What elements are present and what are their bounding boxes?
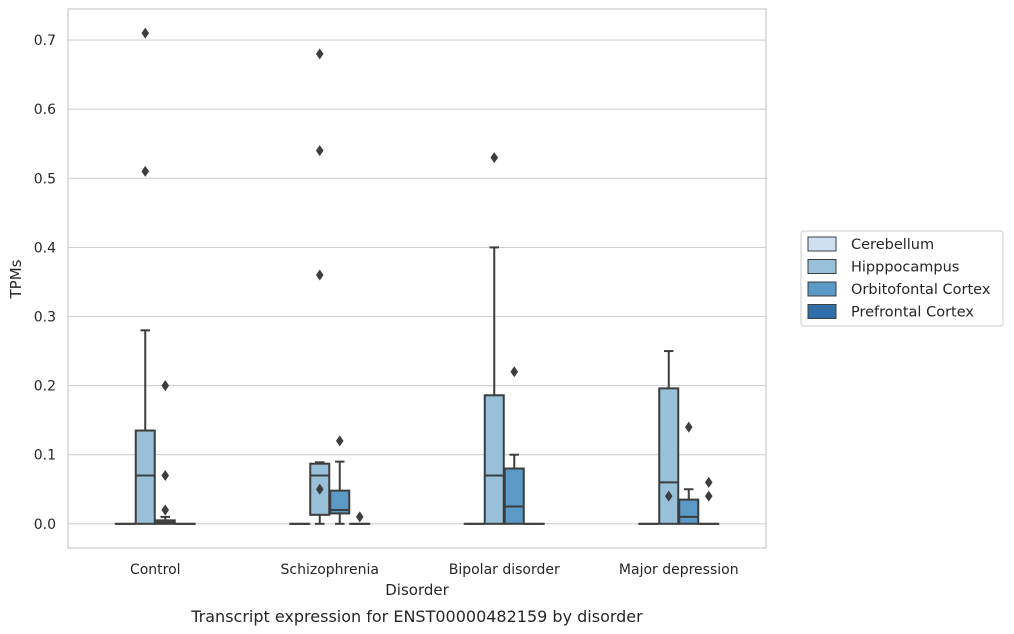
box-body — [483, 394, 505, 525]
x-axis-title: Disorder — [385, 581, 449, 599]
box-body — [658, 387, 680, 525]
x-tick-label: Major depression — [619, 562, 739, 578]
outlier-point — [161, 504, 170, 516]
x-axis-ticks: Control Schizophrenia Bipolar disorder Majo… — [130, 562, 739, 578]
x-tick-label: Control — [130, 562, 181, 578]
legend-swatch — [807, 304, 837, 319]
legend-label: Orbitofontal Cortex — [851, 282, 991, 298]
outlier-point — [315, 483, 324, 495]
box-body — [678, 498, 700, 525]
outlier-point — [141, 165, 150, 177]
box-plot-series — [114, 246, 720, 525]
outlier-point — [684, 421, 693, 433]
box-2-1 — [329, 460, 351, 525]
outlier-point — [704, 490, 713, 502]
y-tick-label: 0.4 — [34, 240, 56, 256]
plot-area-background — [68, 9, 766, 548]
outlier-point — [490, 152, 499, 164]
figure-caption: Transcript expression for ENST0000048215… — [190, 607, 643, 626]
plot-area-frame — [67, 8, 767, 549]
outlier-point — [315, 145, 324, 157]
y-tick-label: 0.7 — [34, 33, 56, 49]
legend-frame — [800, 230, 1004, 327]
y-axis-ticks: 0.0 0.1 0.2 0.3 0.4 0.5 0.6 0.7 — [34, 33, 56, 533]
legend-label: Hipppocampus — [851, 260, 959, 276]
y-tick-label: 0.0 — [34, 517, 56, 533]
box-2-3 — [678, 488, 700, 525]
y-tick-label: 0.1 — [34, 448, 56, 464]
box-body — [329, 489, 351, 515]
outlier-point — [510, 366, 519, 378]
legend-swatch — [807, 259, 837, 274]
box-1-2 — [483, 246, 505, 525]
legend-swatch — [807, 281, 837, 297]
box-2-2 — [503, 453, 525, 525]
legend-swatch — [807, 236, 837, 252]
y-tick-label: 0.2 — [34, 379, 56, 395]
box-1-0 — [134, 329, 156, 525]
box-2-0 — [154, 515, 176, 525]
legend-items: Cerebellum Hipppocampus Orbitofontal Corte… — [807, 236, 991, 321]
y-tick-label: 0.6 — [34, 102, 56, 118]
box-body — [503, 467, 525, 525]
box-1-3 — [658, 350, 680, 525]
outlier-point — [141, 27, 150, 39]
legend-label: Cerebellum — [851, 237, 934, 253]
legend-label: Prefrontal Cortex — [851, 305, 974, 321]
box-body — [134, 429, 156, 525]
outlier-point — [664, 490, 673, 502]
y-tick-label: 0.5 — [34, 171, 56, 187]
y-tick-label: 0.3 — [34, 310, 56, 326]
outlier-point — [161, 380, 170, 392]
x-tick-label: Schizophrenia — [281, 562, 379, 578]
outlier-point — [335, 435, 344, 447]
outlier-point — [704, 476, 713, 488]
outlier-point — [355, 511, 364, 523]
outlier-point — [315, 269, 324, 281]
legend: Cerebellum Hipppocampus Orbitofontal Corte… — [800, 230, 1004, 327]
x-tick-label: Bipolar disorder — [449, 562, 560, 578]
outlier-points — [141, 27, 713, 523]
y-axis-title: TPMs — [7, 259, 25, 299]
outlier-point — [161, 469, 170, 481]
outlier-point — [315, 48, 324, 60]
